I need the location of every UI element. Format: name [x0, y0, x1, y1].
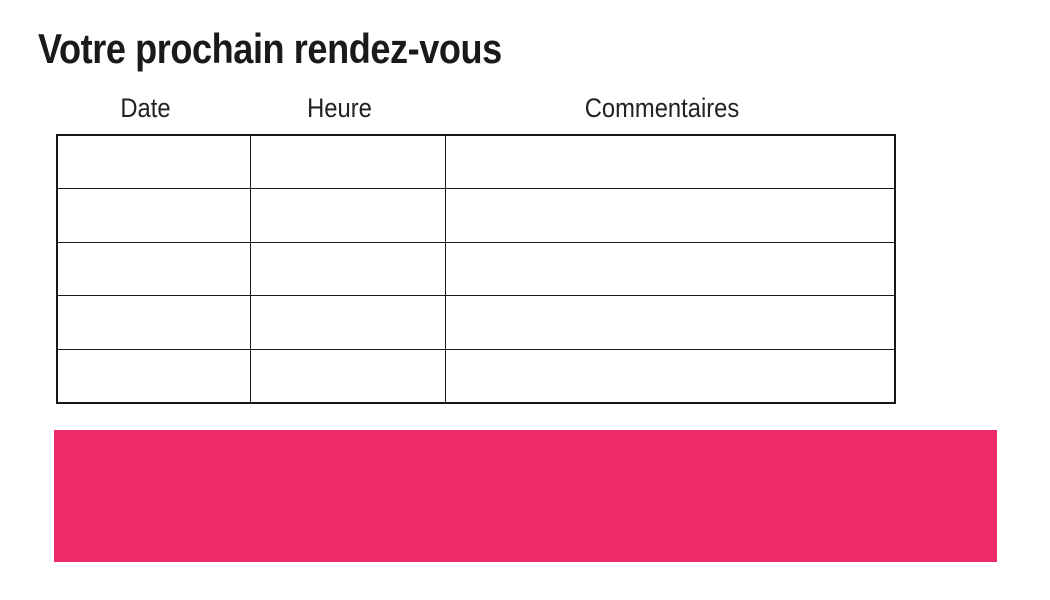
table-row [56, 295, 896, 350]
page-title: Votre prochain rendez-vous [38, 25, 502, 72]
table-cell [444, 295, 896, 350]
table-cell [249, 295, 446, 350]
column-header-heure: Heure [307, 93, 372, 123]
table-cell [56, 241, 251, 296]
appointment-table-body [56, 134, 896, 403]
table-column-headers: Date Heure Commentaires [49, 92, 887, 124]
column-header-commentaires: Commentaires [584, 93, 740, 123]
table-cell [444, 241, 896, 296]
table-cell [249, 134, 446, 189]
table-cell [444, 134, 896, 189]
table-cell [249, 241, 446, 296]
table-row [56, 134, 896, 189]
appointment-table [56, 134, 896, 404]
table-row [56, 241, 896, 296]
column-header-date: Date [120, 93, 171, 123]
table-cell [56, 348, 251, 403]
table-cell [56, 134, 251, 189]
table-cell [444, 348, 896, 403]
table-cell [56, 295, 251, 350]
table-cell [56, 188, 251, 243]
table-row [56, 188, 896, 243]
table-row [56, 348, 896, 403]
table-cell [444, 188, 896, 243]
table-cell [249, 188, 446, 243]
pink-banner [54, 430, 997, 562]
table-cell [249, 348, 446, 403]
